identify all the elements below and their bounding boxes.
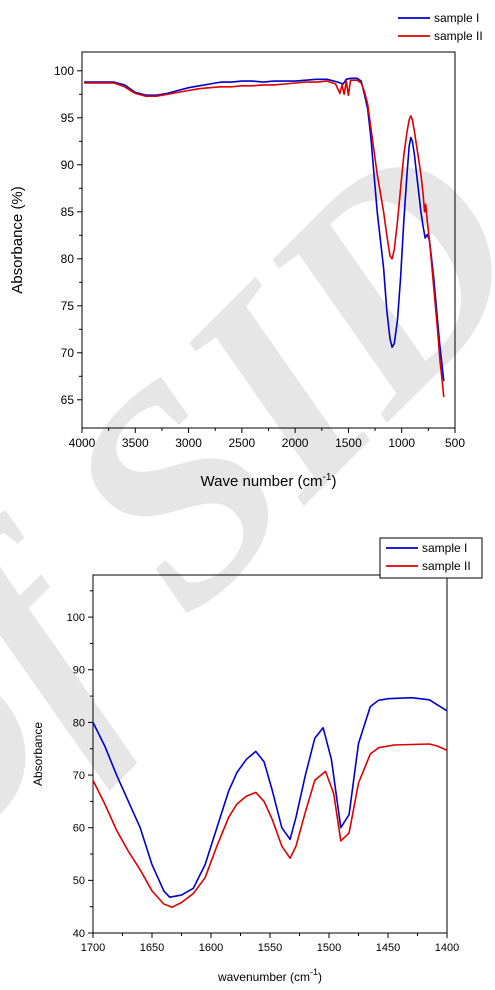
x-axis-title-tail: ) [318,970,322,984]
y-tick-label: 40 [73,928,85,940]
y-tick-label: 100 [54,64,74,78]
y-tick-label: 95 [61,111,75,125]
x-tick-label: 1500 [317,942,341,954]
y-tick-label: 100 [67,612,85,624]
x-tick-label: 4000 [69,436,96,450]
series-line-sample-i [84,77,445,382]
x-tick-label: 1000 [388,436,415,450]
plot-frame [81,51,456,429]
x-tick-label: 1500 [335,436,362,450]
x-tick-label: 2000 [282,436,309,450]
legend-label: sample I [434,11,479,25]
y-tick-label: 90 [73,665,85,677]
x-axis-title-superscript: -1 [323,472,332,483]
x-tick-label: 1600 [199,942,223,954]
x-tick-label: 1700 [81,942,105,954]
y-tick-label: 80 [73,717,85,729]
y-tick-label: 50 [73,875,85,887]
series-line-sample-i [92,696,448,898]
x-tick-label: 3500 [122,436,149,450]
legend-box [379,537,483,579]
y-tick-label: 75 [61,299,75,313]
y-tick-label: 70 [73,770,85,782]
legend-label: sample I [422,541,467,555]
series-line-sample-ii [92,743,448,908]
y-tick-label: 80 [61,252,75,266]
x-tick-label: 3000 [175,436,202,450]
x-tick-label: 2500 [229,436,256,450]
x-tick-label: 1550 [258,942,282,954]
zoomed-spectrum-chart: 1700 1650 1600 1550 1500 1450 1400 40 50 60 70 80 90… [31,537,483,984]
y-tick-label: 65 [61,393,75,407]
y-axis-title: Absorbance (%) [9,186,26,294]
y-tick-label: 90 [61,158,75,172]
x-axis-title: Wave number (cm-1) [201,472,337,490]
y-tick-label: 85 [61,205,75,219]
x-tick-label: 1650 [140,942,164,954]
y-tick-label: 70 [61,346,75,360]
x-tick-label: 1450 [376,942,400,954]
x-tick-label: 1400 [435,942,459,954]
legend-label: sample II [422,559,471,573]
x-axis-title-superscript: -1 [310,967,318,977]
ftir-spectrum-chart: 4000 3500 3000 2500 2000 1500 1000 500 65 70 75 80 8… [9,11,483,490]
x-tick-label: 500 [445,436,465,450]
x-axis-title: wavenumber (cm-1) [217,967,322,984]
y-axis-title: Absorbance [31,722,45,786]
x-axis-title-tail: ) [331,473,336,490]
series-line-sample-ii [84,79,445,398]
y-tick-label: 60 [73,823,85,835]
x-axis-title-main: Wave number (cm [201,473,323,490]
x-axis-title-main: wavenumber (cm [217,970,310,984]
legend-label: sample II [434,29,483,43]
